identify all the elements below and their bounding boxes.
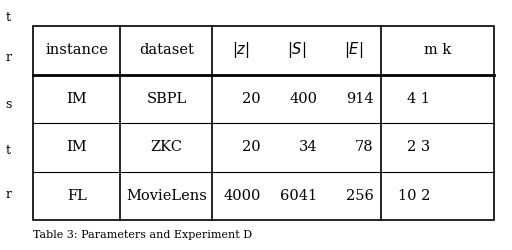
- Text: ZKC: ZKC: [151, 140, 182, 154]
- Text: SBPL: SBPL: [146, 92, 186, 106]
- Text: dataset: dataset: [139, 44, 194, 58]
- Text: $|E|$: $|E|$: [344, 40, 363, 60]
- Text: $|S|$: $|S|$: [287, 40, 307, 60]
- Text: 2 3: 2 3: [407, 140, 430, 154]
- Text: r: r: [5, 51, 11, 64]
- Text: MovieLens: MovieLens: [126, 189, 207, 203]
- Text: IM: IM: [67, 140, 87, 154]
- Text: 256: 256: [346, 189, 374, 203]
- Text: 20: 20: [243, 140, 261, 154]
- Text: 10 2: 10 2: [398, 189, 430, 203]
- Text: s: s: [5, 98, 11, 112]
- Text: instance: instance: [46, 44, 108, 58]
- Text: 6041: 6041: [280, 189, 317, 203]
- Text: Table 3: Parameters and Experiment D: Table 3: Parameters and Experiment D: [33, 230, 252, 240]
- Text: r: r: [5, 188, 11, 202]
- Text: m k: m k: [424, 44, 452, 58]
- Text: 20: 20: [243, 92, 261, 106]
- Text: IM: IM: [67, 92, 87, 106]
- Text: 34: 34: [299, 140, 317, 154]
- Text: FL: FL: [67, 189, 87, 203]
- Text: 4 1: 4 1: [407, 92, 430, 106]
- Text: t: t: [5, 11, 10, 24]
- Text: 914: 914: [346, 92, 374, 106]
- Text: 400: 400: [289, 92, 317, 106]
- Text: t: t: [5, 144, 10, 156]
- Text: $|z|$: $|z|$: [232, 40, 249, 60]
- Text: 78: 78: [355, 140, 374, 154]
- Text: 4000: 4000: [224, 189, 261, 203]
- Bar: [33, 26, 494, 220]
